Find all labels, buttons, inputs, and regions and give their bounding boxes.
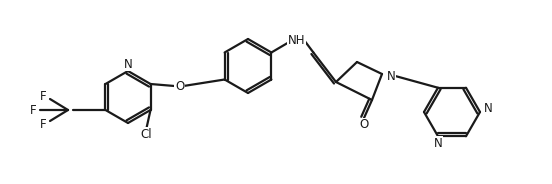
Text: F: F <box>40 89 46 102</box>
Text: Cl: Cl <box>141 128 152 141</box>
Text: F: F <box>40 118 46 130</box>
Text: F: F <box>30 103 36 116</box>
Text: O: O <box>359 118 369 132</box>
Text: O: O <box>175 79 184 93</box>
Text: NH: NH <box>288 34 305 47</box>
Text: N: N <box>484 102 493 116</box>
Text: N: N <box>434 137 442 150</box>
Text: N: N <box>124 57 132 70</box>
Text: N: N <box>387 70 396 82</box>
